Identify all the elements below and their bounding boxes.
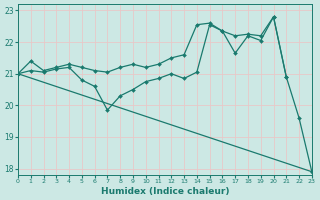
X-axis label: Humidex (Indice chaleur): Humidex (Indice chaleur) [101,187,229,196]
